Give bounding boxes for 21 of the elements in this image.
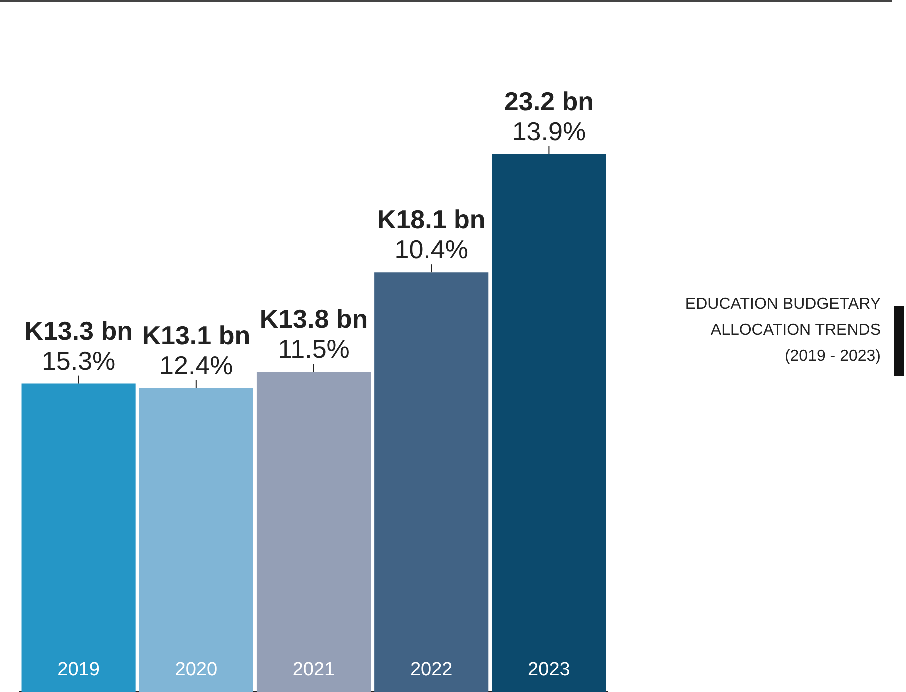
bar [492,154,606,692]
annotation: 15.3% [42,346,116,376]
text: EDUCATION BUDGETARY ALLOCATION TRENDS (2019 - 2023) [684,295,881,367]
x-tick-label: 2023 [528,660,570,681]
bar [22,384,136,692]
annotation: 11.5% [278,334,350,364]
annotation: 10.4% [394,234,468,265]
x-tick-label: 2021 [292,660,336,681]
bar [139,388,254,692]
bar [374,272,489,692]
data-label: K13.3 bn [24,316,133,346]
data-label: K13.1 bn [142,320,251,350]
data-label: K13.8 bn [260,304,368,334]
annotation: 12.4% [160,350,234,380]
x-tick-label: 2019 [58,660,100,681]
x-tick-label: 2022 [410,660,453,681]
annotation: 13.9% [512,116,586,146]
x-tick-label: 2020 [175,660,218,681]
data-label: 23.2 bn [504,86,594,116]
bar [256,372,372,692]
data-label: K18.1 bn [377,204,486,235]
